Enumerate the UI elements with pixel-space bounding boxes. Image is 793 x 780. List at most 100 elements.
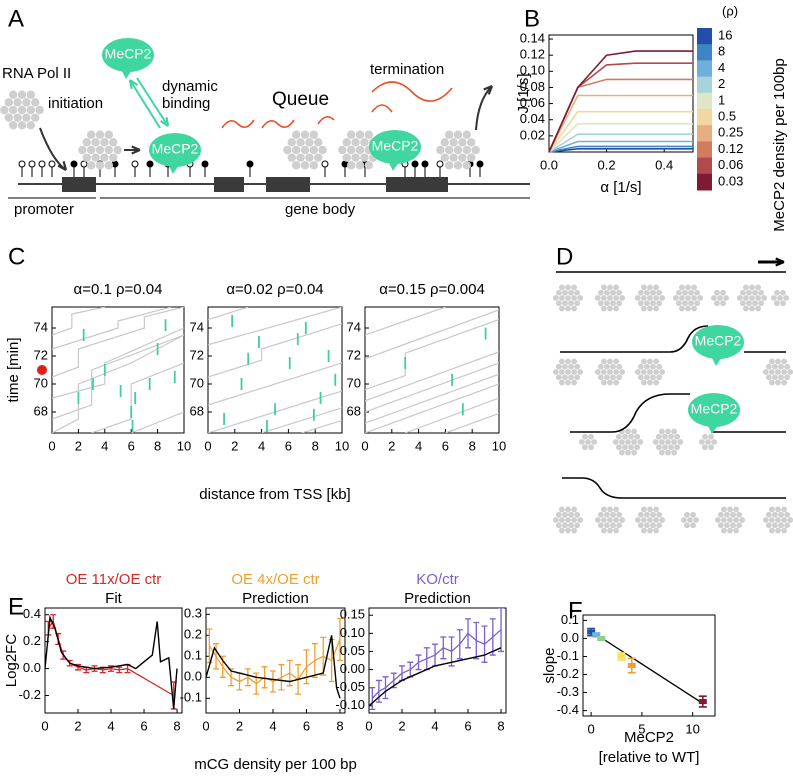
pol-subunit	[637, 439, 644, 445]
pol-subunit	[650, 300, 656, 307]
y-tick-label: -0.1	[557, 648, 579, 663]
pol-subunit	[644, 511, 650, 518]
pol-subunit	[346, 145, 356, 155]
pol-subunit	[749, 305, 755, 312]
pol-subunit	[644, 522, 650, 529]
pol-subunit	[733, 527, 739, 534]
pol-subunit	[743, 305, 749, 312]
pol-subunit	[342, 138, 351, 147]
y-tick-label: 72	[347, 347, 361, 362]
chart-title: KO/ctr	[416, 571, 459, 588]
pol-subunit	[8, 105, 18, 115]
mecp2-tail	[167, 162, 181, 174]
x-tick-label: 4	[107, 718, 114, 733]
pol-subunit	[571, 517, 577, 523]
mecp2-label: MeCP2	[152, 141, 199, 157]
y-tick-label: 0.14	[520, 30, 545, 45]
pol-subunit	[562, 374, 568, 381]
x-tick-label: 0	[48, 438, 55, 453]
mecp2-tail	[387, 159, 401, 171]
pol-subunit	[562, 511, 568, 518]
pol-subunit	[559, 517, 565, 523]
pol-subunit	[555, 522, 562, 529]
pol-subunit	[582, 433, 588, 440]
pol-subunit	[739, 517, 746, 523]
pol-subunit	[607, 284, 613, 291]
pol-subunit	[656, 522, 663, 529]
pol-subunit	[659, 369, 666, 375]
pol-subunit	[724, 511, 730, 518]
plot-frame	[368, 607, 507, 714]
arrow-head	[775, 257, 785, 267]
pol-subunit	[601, 506, 607, 513]
pol-subunit	[22, 113, 31, 122]
initiation-label: initiation	[48, 95, 103, 112]
colorbar-swatch	[697, 44, 712, 61]
pol-subunit	[565, 284, 571, 291]
rna	[317, 116, 335, 125]
colorbar-swatch	[697, 173, 712, 191]
pol-subunit	[26, 105, 36, 115]
pol-subunit	[616, 522, 623, 529]
pol-subunit	[641, 284, 647, 291]
arrow-head	[483, 84, 494, 95]
pol-subunit	[674, 433, 681, 440]
pol-subunit	[113, 145, 122, 155]
pol-subunit	[628, 444, 634, 451]
pol-subunit	[104, 161, 114, 170]
pol-subunit	[771, 295, 777, 301]
y-tick-label: 0.15	[340, 607, 365, 622]
pol-subunit	[601, 358, 607, 365]
pol-subunit	[351, 138, 360, 147]
pol-subunit	[656, 511, 663, 518]
pol-subunit	[559, 527, 565, 534]
pol-subunit	[775, 506, 781, 513]
exon	[386, 177, 448, 192]
pol-subunit	[720, 289, 726, 296]
mecp2-tail	[706, 422, 720, 434]
cpg-site	[48, 160, 56, 168]
pol-subunit	[631, 449, 637, 456]
curve	[548, 140, 693, 153]
pol-subunit	[601, 295, 607, 301]
pol-subunit	[360, 153, 369, 162]
pol-subunit	[743, 295, 749, 301]
pol-subunit	[653, 517, 659, 523]
pol-subunit	[637, 300, 644, 307]
arrow-head	[57, 161, 68, 171]
pol-subunit	[671, 428, 677, 435]
pol-subunit	[82, 138, 91, 147]
pol-subunit	[644, 300, 650, 307]
cpg-site	[146, 160, 154, 168]
curve	[548, 133, 693, 153]
pol-subunit	[610, 522, 616, 529]
point	[597, 635, 606, 641]
pol-subunit	[613, 517, 619, 523]
colorbar-tick-label: 8	[718, 44, 725, 59]
pol-subunit	[601, 379, 607, 386]
plot-frame	[548, 34, 694, 153]
pol-subunit	[440, 138, 449, 147]
arrow-head	[128, 79, 139, 90]
curve	[548, 110, 693, 153]
pol-subunit	[559, 305, 565, 312]
pol-subunit	[641, 527, 647, 534]
pol-complex	[672, 284, 704, 312]
pol-subunit	[449, 138, 458, 147]
pol-subunit	[637, 511, 644, 518]
promoter-label: promoter	[14, 201, 74, 218]
pol-subunit	[342, 153, 351, 162]
x-tick-label: 8	[173, 718, 180, 733]
pol-subunit	[711, 439, 717, 445]
pol-subunit	[656, 363, 663, 370]
pol-subunit	[775, 369, 781, 375]
pol-complex	[552, 358, 584, 386]
pol-subunit	[616, 300, 623, 307]
pol-subunit	[568, 511, 574, 518]
pol-subunit	[26, 121, 36, 130]
pol-subunit	[458, 153, 467, 162]
x-tick-label: 4	[431, 718, 438, 733]
x-tick-label: 2	[398, 718, 405, 733]
pol-subunit	[565, 369, 571, 375]
